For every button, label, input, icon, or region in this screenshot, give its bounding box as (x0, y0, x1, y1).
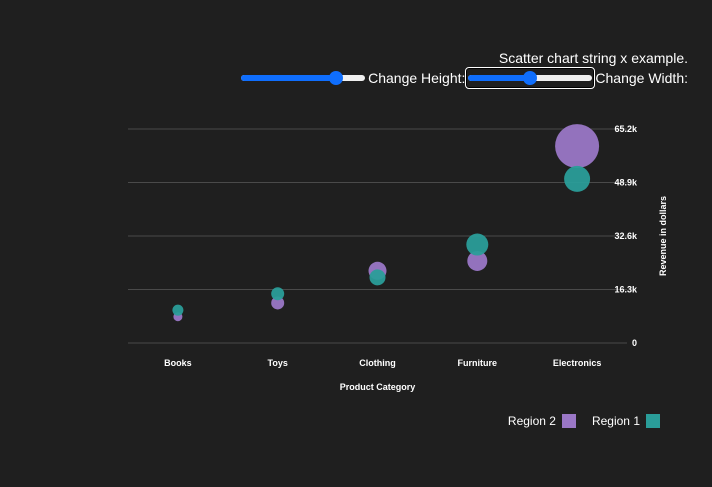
legend-swatch (646, 414, 660, 428)
chart-title: .Scatter chart string x example (498, 50, 688, 66)
y-tick-label: 32.6k (614, 231, 638, 241)
height-slider-fill (241, 75, 337, 81)
x-tick-label: Clothing (359, 358, 396, 368)
legend-label: Region 1 (591, 414, 640, 428)
data-point[interactable] (466, 233, 489, 256)
data-point[interactable] (555, 124, 600, 169)
data-point[interactable] (271, 296, 285, 310)
legend-label: Region 2 (507, 414, 556, 428)
legend-item[interactable]: Region 2 (508, 414, 576, 428)
width-slider-fill (468, 75, 531, 81)
x-tick-label: Electronics (553, 358, 602, 368)
y-axis-title: Revenue in dollars (658, 196, 668, 276)
legend-item[interactable]: Region 1 (592, 414, 660, 428)
data-point[interactable] (467, 250, 488, 271)
data-point[interactable] (271, 287, 285, 301)
data-point[interactable] (369, 269, 386, 286)
x-tick-label: Books (164, 358, 192, 368)
x-axis-title: Product Category (340, 382, 416, 392)
width-slider[interactable] (465, 67, 596, 89)
y-tick-label: 0 (632, 338, 637, 348)
size-controls: :Change Width :Change Height (238, 67, 688, 89)
y-tick-label: 65.2k (614, 124, 638, 134)
y-tick-label: 16.3k (614, 285, 638, 295)
x-tick-label: Toys (268, 358, 288, 368)
width-label: :Change Width (595, 70, 688, 86)
height-slider-thumb[interactable] (329, 71, 344, 85)
legend: Region 1 Region 2 (492, 414, 660, 428)
y-tick-label: 48.9k (614, 178, 638, 188)
data-point[interactable] (172, 304, 184, 316)
height-slider[interactable] (239, 68, 367, 88)
height-label: :Change Height (368, 70, 466, 86)
legend-swatch (561, 414, 576, 428)
x-tick-label: Furniture (458, 358, 498, 368)
data-point[interactable] (564, 165, 591, 192)
width-slider-thumb[interactable] (523, 71, 538, 85)
